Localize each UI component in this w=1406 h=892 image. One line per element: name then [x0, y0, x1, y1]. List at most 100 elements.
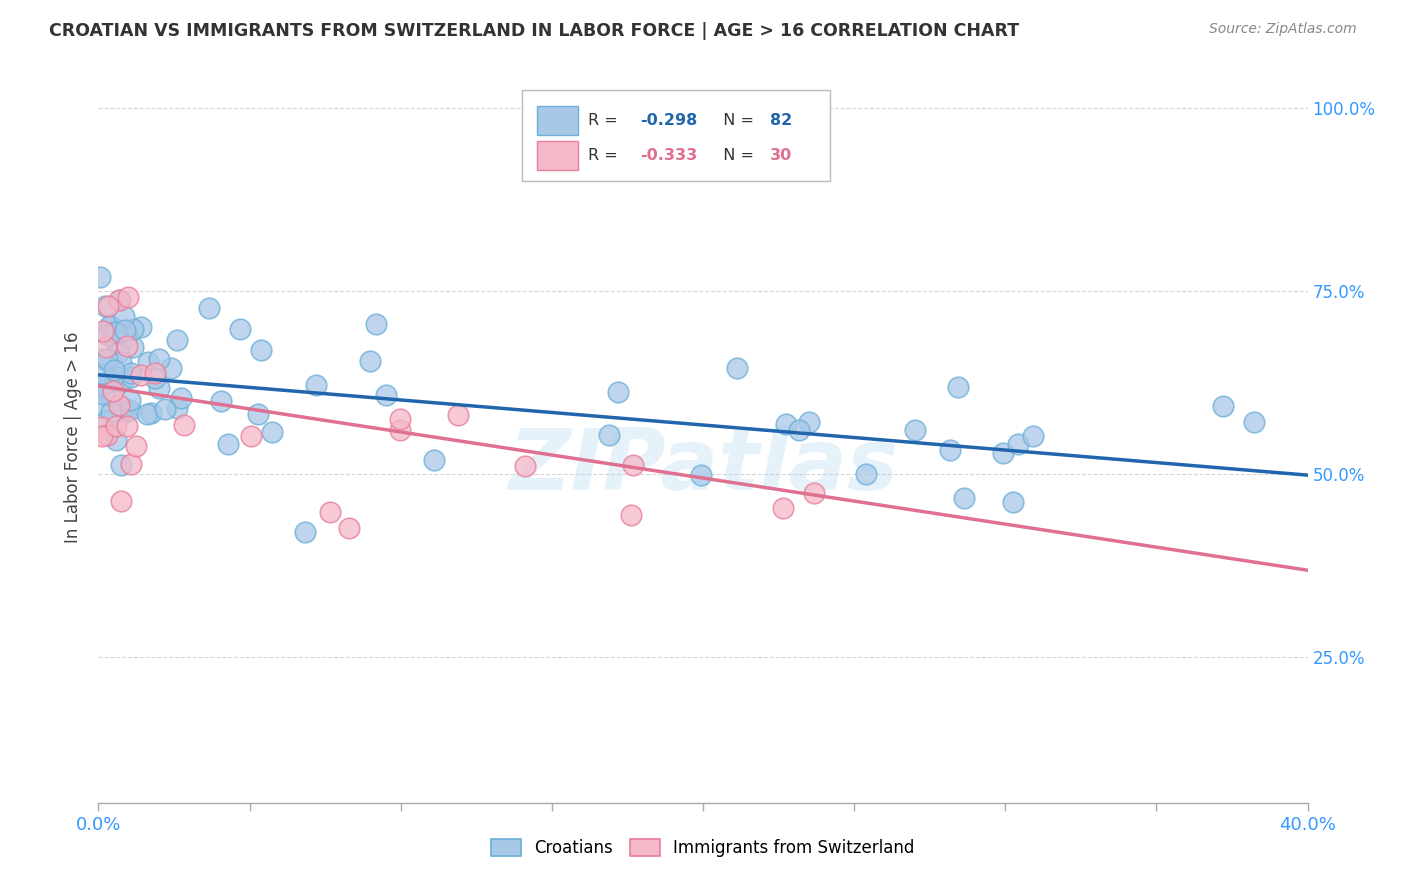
Text: N =: N = [713, 113, 759, 128]
Point [110, 293, 132, 308]
Point [104, 434, 127, 448]
Point [855, 467, 877, 481]
Point [96, 428, 118, 442]
Point [606, 384, 628, 399]
Point [141, 406, 163, 420]
FancyBboxPatch shape [537, 106, 578, 135]
Point [129, 320, 152, 334]
Text: R =: R = [588, 113, 623, 128]
Text: CROATIAN VS IMMIGRANTS FROM SWITZERLAND IN LABOR FORCE | AGE > 16 CORRELATION CH: CROATIAN VS IMMIGRANTS FROM SWITZERLAND … [49, 22, 1019, 40]
Point [621, 458, 644, 472]
Point [246, 407, 269, 421]
Point [946, 380, 969, 394]
Text: 82: 82 [769, 113, 792, 128]
Point [375, 388, 398, 402]
Point [294, 524, 316, 539]
Point [114, 404, 136, 418]
Point [120, 366, 142, 380]
Point [112, 401, 135, 416]
Point [110, 493, 132, 508]
Point [166, 401, 188, 416]
Point [953, 491, 976, 506]
Point [262, 425, 284, 439]
Point [97, 299, 120, 313]
Point [598, 427, 620, 442]
Point [787, 423, 810, 437]
Point [115, 418, 138, 433]
Point [359, 353, 381, 368]
Point [1022, 429, 1045, 443]
Point [209, 393, 232, 408]
Point [89, 269, 111, 284]
Point [94, 414, 117, 428]
Point [772, 501, 794, 516]
Point [117, 290, 139, 304]
Point [108, 293, 131, 308]
Point [388, 423, 411, 437]
Point [129, 368, 152, 382]
Point [250, 343, 273, 357]
Point [89, 398, 111, 412]
Point [229, 322, 252, 336]
Point [98, 388, 121, 402]
Point [1212, 399, 1234, 413]
Point [159, 361, 181, 376]
Point [120, 392, 142, 407]
Point [364, 317, 387, 331]
Point [110, 458, 132, 472]
Text: 30: 30 [769, 148, 792, 163]
Point [103, 369, 125, 384]
Point [620, 508, 643, 523]
Point [91, 352, 114, 367]
Text: -0.298: -0.298 [640, 113, 697, 128]
Point [91, 387, 114, 401]
Point [305, 378, 328, 392]
Point [111, 374, 134, 388]
Point [423, 453, 446, 467]
Point [96, 351, 118, 366]
Point [122, 340, 145, 354]
Point [120, 370, 142, 384]
Text: -0.333: -0.333 [640, 148, 697, 163]
Point [93, 377, 115, 392]
Point [318, 505, 340, 519]
Point [145, 366, 167, 380]
Point [803, 485, 825, 500]
Point [166, 333, 188, 347]
Point [118, 403, 141, 417]
Point [103, 363, 125, 377]
Point [148, 381, 170, 395]
Point [112, 309, 135, 323]
Point [169, 391, 191, 405]
Point [90, 420, 112, 434]
Point [143, 371, 166, 385]
Point [515, 458, 537, 473]
Point [96, 327, 118, 342]
Point [100, 405, 122, 419]
Point [104, 325, 127, 339]
Point [903, 423, 925, 437]
Point [120, 457, 142, 471]
Point [97, 319, 120, 334]
Point [107, 345, 129, 359]
Point [91, 367, 114, 381]
Point [94, 299, 117, 313]
FancyBboxPatch shape [522, 90, 830, 181]
Point [725, 360, 748, 375]
Legend: Croatians, Immigrants from Switzerland: Croatians, Immigrants from Switzerland [485, 832, 921, 864]
Point [110, 355, 132, 369]
Point [136, 355, 159, 369]
Point [148, 352, 170, 367]
Point [122, 322, 145, 336]
Point [337, 521, 360, 535]
Point [1243, 415, 1265, 429]
Point [101, 384, 124, 399]
Point [115, 339, 138, 353]
Point [197, 301, 219, 315]
Point [939, 442, 962, 457]
Point [104, 333, 127, 347]
Point [97, 375, 120, 389]
Point [217, 437, 239, 451]
Point [125, 439, 148, 453]
Point [100, 374, 122, 388]
